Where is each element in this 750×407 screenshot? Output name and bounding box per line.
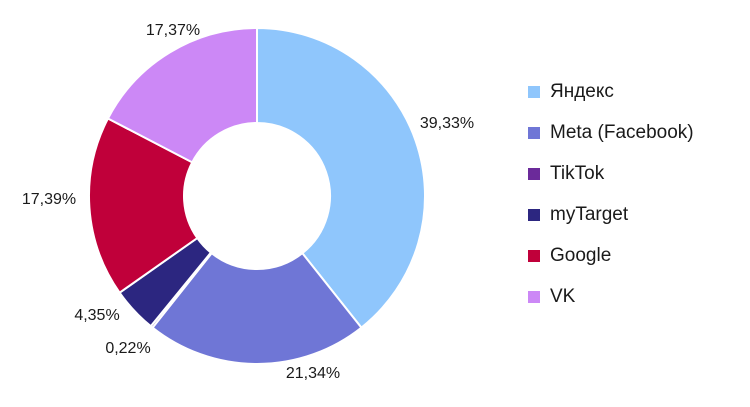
data-label-яндекс: 39,33% (420, 115, 474, 132)
slice-vk (106, 26, 258, 164)
legend-item-meta-facebook: Meta (Facebook) (528, 122, 694, 143)
slice-google (88, 117, 199, 295)
data-label-vk: 17,37% (146, 22, 200, 39)
legend-swatch (528, 291, 540, 303)
legend-swatch (528, 127, 540, 139)
data-label-meta-facebook: 21,34% (286, 365, 340, 382)
legend-label: myTarget (550, 204, 629, 225)
legend-label: TikTok (550, 163, 605, 184)
chart-legend: Яндекс Meta (Facebook) TikTok myTarget Googl… (528, 81, 694, 328)
legend-label: Google (550, 245, 612, 266)
legend-label: Meta (Facebook) (550, 122, 694, 143)
data-label-tiktok: 0,22% (105, 340, 150, 357)
legend-item-яндекс: Яндекс (528, 81, 694, 102)
legend-item-vk: VK (528, 286, 694, 307)
legend-item-tiktok: TikTok (528, 163, 694, 184)
legend-item-google: Google (528, 245, 694, 266)
legend-swatch (528, 86, 540, 98)
data-label-google: 17,39% (22, 191, 76, 208)
slice-meta-facebook (151, 251, 363, 365)
data-label-mytarget: 4,35% (74, 307, 119, 324)
legend-swatch (528, 250, 540, 262)
donut-slices (88, 26, 426, 365)
slice-яндекс (256, 26, 426, 330)
donut-data-labels: 39,33% 21,34% 0,22% 4,35% 17,39% 17,37% (22, 22, 474, 382)
legend-label: VK (550, 286, 576, 307)
legend-item-mytarget: myTarget (528, 204, 694, 225)
legend-swatch (528, 168, 540, 180)
legend-swatch (528, 209, 540, 221)
legend-label: Яндекс (550, 81, 614, 102)
